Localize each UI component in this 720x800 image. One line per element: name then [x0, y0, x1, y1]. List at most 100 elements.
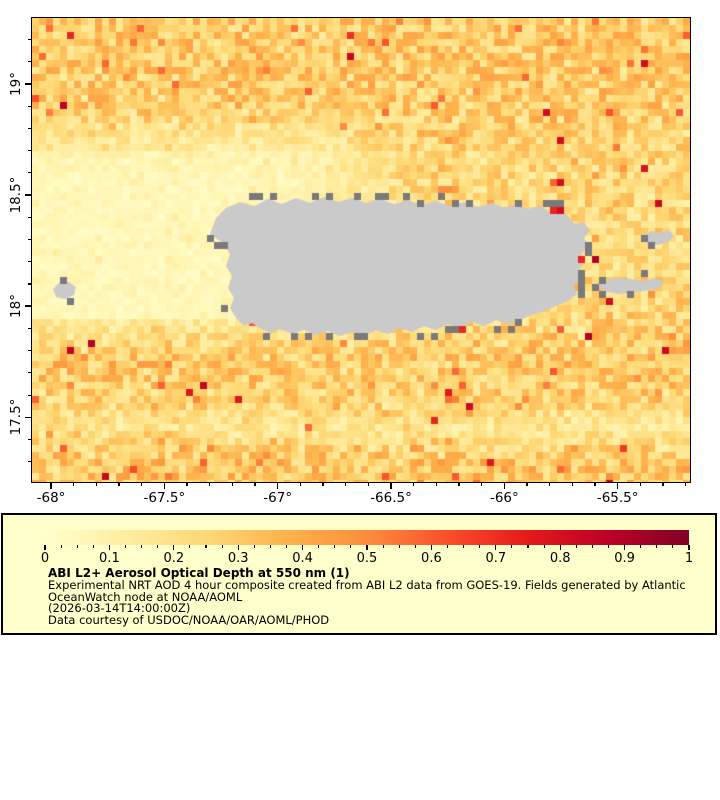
x-minor-tick [662, 482, 664, 486]
legend-description-line-1: Experimental NRT AOD 4 hour composite cr… [48, 578, 686, 592]
colorbar-minor-tick [543, 545, 545, 548]
colorbar-tick-label: 0.2 [163, 551, 185, 566]
colorbar-gradient [45, 530, 689, 545]
colorbar-minor-tick [318, 545, 320, 548]
y-minor-tick [28, 394, 32, 396]
x-minor-tick [639, 482, 641, 486]
y-tick-label: 17.5° [8, 398, 24, 436]
legend-credit: Data courtesy of USDOC/NOAA/OAR/AOML/PHO… [48, 612, 330, 627]
colorbar-minor-tick [446, 545, 449, 548]
x-minor-tick [95, 482, 97, 486]
map-plot-area [30, 16, 691, 483]
x-tick-label: -66° [489, 490, 519, 506]
y-tick-label: 18.5° [8, 176, 24, 214]
x-minor-tick [322, 482, 324, 486]
x-major-tick [163, 482, 166, 489]
colorbar-minor-tick [221, 545, 223, 548]
colorbar-minor-tick [334, 545, 336, 548]
y-minor-tick [28, 238, 32, 241]
legend-description-line-2: OceanWatch node at NOAA/AOML [48, 589, 243, 604]
colorbar-minor-tick [479, 545, 481, 548]
x-major-tick [390, 482, 392, 489]
x-tick-label: -65.5° [596, 490, 639, 506]
colorbar-major-tick [173, 545, 175, 550]
x-minor-tick [299, 482, 301, 486]
legend-title: ABI L2+ Aerosol Optical Depth at 550 nm … [48, 566, 350, 580]
x-major-tick [276, 482, 279, 489]
colorbar-minor-tick [527, 545, 529, 548]
x-minor-tick [435, 482, 437, 486]
x-minor-tick [526, 482, 528, 486]
colorbar-minor-tick [157, 545, 159, 548]
colorbar-minor-tick [607, 545, 610, 548]
y-minor-tick [28, 38, 32, 41]
x-minor-tick [118, 482, 120, 486]
colorbar-major-tick [495, 545, 497, 550]
x-minor-tick [141, 482, 143, 486]
x-major-tick [616, 482, 619, 489]
colorbar-tick-label: 0.8 [549, 551, 571, 566]
y-major-tick [25, 305, 32, 307]
legend-panel: 0 0.1 0.2 0.3 0.4 0.5 0.6 0.7 0.8 0.9 1 ABI L2+ Ae… [1, 513, 717, 635]
y-minor-tick [28, 150, 32, 152]
colorbar-minor-tick [414, 545, 416, 548]
x-tick-label: -66.5° [370, 490, 412, 506]
y-minor-tick [28, 261, 32, 263]
x-minor-tick [571, 482, 573, 486]
x-minor-tick [685, 482, 687, 486]
colorbar-minor-tick [656, 545, 658, 548]
x-tick-label: -67° [263, 490, 293, 506]
x-minor-tick [254, 482, 256, 486]
aod-heatmap-canvas [31, 17, 690, 482]
x-major-tick [50, 482, 52, 489]
x-minor-tick [231, 482, 233, 486]
colorbar-minor-tick [350, 545, 352, 548]
colorbar-minor-tick [672, 545, 674, 548]
colorbar-minor-tick [92, 545, 94, 548]
colorbar-tick-label: 0.9 [614, 551, 635, 566]
colorbar-major-tick [108, 545, 110, 550]
y-major-tick [25, 83, 32, 85]
y-minor-tick [28, 127, 32, 130]
x-minor-tick [367, 482, 369, 486]
colorbar-minor-tick [269, 545, 271, 548]
colorbar-tick-label: 1 [684, 551, 694, 566]
x-minor-tick [186, 482, 188, 486]
y-major-tick [25, 416, 32, 419]
colorbar-minor-tick [253, 545, 255, 548]
x-major-tick [503, 482, 506, 489]
y-minor-tick [28, 283, 32, 285]
y-minor-tick [28, 172, 32, 174]
y-tick-label: 19° [8, 72, 24, 96]
colorbar-major-tick [44, 545, 46, 550]
colorbar-tick-label: 0.3 [227, 551, 249, 566]
y-minor-tick [28, 438, 32, 441]
x-minor-tick [481, 482, 483, 486]
colorbar-tick-label: 0.6 [421, 551, 442, 566]
x-minor-tick [594, 482, 596, 486]
colorbar-minor-tick [382, 545, 384, 548]
colorbar-major-tick [366, 545, 368, 550]
colorbar-major-tick [559, 545, 561, 550]
colorbar-minor-tick [463, 545, 465, 548]
x-tick-label: -67.5° [143, 490, 186, 506]
colorbar-major-tick [624, 545, 626, 550]
y-minor-tick [28, 105, 32, 107]
x-minor-tick [413, 482, 415, 486]
x-minor-tick [209, 482, 211, 486]
legend-text-block: ABI L2+ Aerosol Optical Depth at 550 nm … [48, 567, 707, 626]
x-tick-label: -68° [36, 490, 66, 506]
y-tick-label: 18° [8, 294, 24, 319]
y-minor-tick [28, 327, 32, 330]
legend-timestamp: (2026-03-14T14:00:00Z) [48, 601, 191, 615]
colorbar-tick-label: 0 [40, 551, 50, 566]
y-minor-tick [28, 61, 32, 63]
colorbar-minor-tick [398, 545, 400, 548]
colorbar-minor-tick [511, 545, 513, 548]
colorbar-tick-label: 0.5 [356, 551, 378, 566]
colorbar-major-tick [430, 545, 432, 550]
x-minor-tick [549, 482, 551, 486]
colorbar-minor-tick [60, 545, 62, 548]
y-minor-tick [28, 461, 32, 463]
